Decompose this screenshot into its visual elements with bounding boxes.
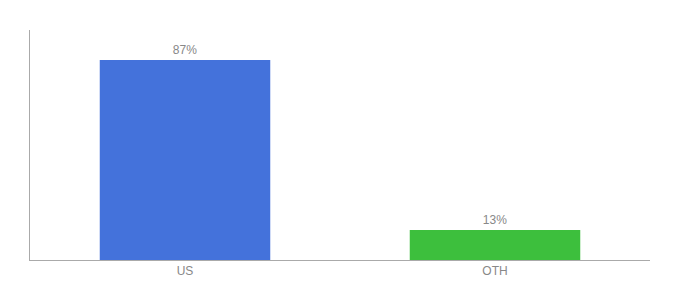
svg-text:87%: 87%: [173, 43, 197, 57]
svg-text:13%: 13%: [483, 213, 507, 227]
svg-text:OTH: OTH: [482, 264, 507, 278]
svg-text:US: US: [177, 264, 194, 278]
